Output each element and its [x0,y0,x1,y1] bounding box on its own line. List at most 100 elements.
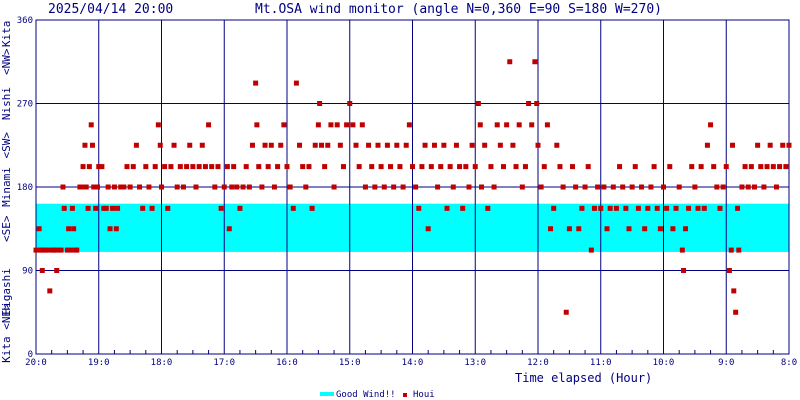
data-point [579,205,585,211]
data-point [576,226,582,232]
data-point [234,184,240,190]
data-point [541,164,547,170]
data-point [366,142,372,148]
data-point [218,205,224,211]
data-point [52,247,58,253]
x-tick-label: 17:0 [213,358,235,368]
data-point [68,247,74,253]
y-tick-label: 90 [22,267,33,277]
data-point [356,164,362,170]
data-point [728,247,734,253]
data-point [293,80,299,86]
data-point [378,164,384,170]
data-point [601,184,607,190]
data-point [369,164,375,170]
data-point [591,205,597,211]
data-point [570,164,576,170]
data-point [303,184,309,190]
x-tick-label: 13:0 [464,358,486,368]
data-point [701,205,707,211]
data-point [143,164,149,170]
data-point [44,247,50,253]
data-point [751,184,757,190]
data-point [770,164,776,170]
data-point [229,184,235,190]
data-point [595,184,601,190]
data-point [206,122,212,128]
data-point [472,164,478,170]
legend: Good Wind!! Houi [320,390,435,400]
data-point [36,226,42,232]
data-point [720,184,726,190]
data-point [651,164,657,170]
x-tick-label: 9:0 [718,358,734,368]
data-point [362,184,368,190]
data-point [466,184,472,190]
data-point [180,184,186,190]
data-point [74,247,80,253]
data-point [607,205,613,211]
data-point [212,184,218,190]
data-point [103,205,109,211]
data-point [425,226,431,232]
axis-labels-layer: 20:0 19:0 18:0 17:0 16:0 15:0 14:0 13:0 12:0 11:0… [0,16,797,368]
data-point [99,164,105,170]
data-point [85,205,91,211]
data-point [334,122,340,128]
data-point [359,122,365,128]
data-point [391,184,397,190]
data-point [328,122,334,128]
data-point [450,184,456,190]
data-point [268,142,274,148]
data-point [507,59,513,65]
data-point [500,164,506,170]
data-point [544,122,550,128]
data-point [91,184,97,190]
data-point [554,142,560,148]
data-point [350,122,356,128]
data-point [199,142,205,148]
data-point [33,247,39,253]
data-point [428,164,434,170]
data-point [717,205,723,211]
data-point [83,184,89,190]
data-point [723,164,729,170]
data-point [300,164,306,170]
data-point [522,164,528,170]
data-point [529,122,535,128]
data-point [673,205,679,211]
x-tick-label: 11:0 [590,358,612,368]
data-point [667,164,673,170]
data-point [453,142,459,148]
data-point [278,142,284,148]
data-point [259,184,265,190]
data-point [39,268,45,273]
data-point [708,122,714,128]
data-point [551,205,557,211]
data-point [193,184,199,190]
data-point [780,142,786,148]
data-point [585,164,591,170]
data-point [441,142,447,148]
data-point [764,164,770,170]
data-point [588,247,594,253]
data-point [177,164,183,170]
data-point [620,184,626,190]
y-tick-label: 0 [28,350,33,360]
data-point [783,164,789,170]
x-tick-label: 10:0 [653,358,675,368]
data-point [249,142,255,148]
chart-title: Mt.OSA wind monitor (angle N=0,360 E=90 … [255,2,662,17]
y-tick-label: 270 [17,100,33,110]
data-point [735,205,741,211]
data-point [115,205,121,211]
data-point [475,101,481,106]
data-point [657,226,663,232]
data-point [353,142,359,148]
data-point [101,205,107,211]
data-point [516,122,522,128]
y-direction-label: <NW> [0,48,13,75]
data-point [681,268,687,273]
data-point [419,164,425,170]
y-direction-label: <SW> [0,132,13,159]
